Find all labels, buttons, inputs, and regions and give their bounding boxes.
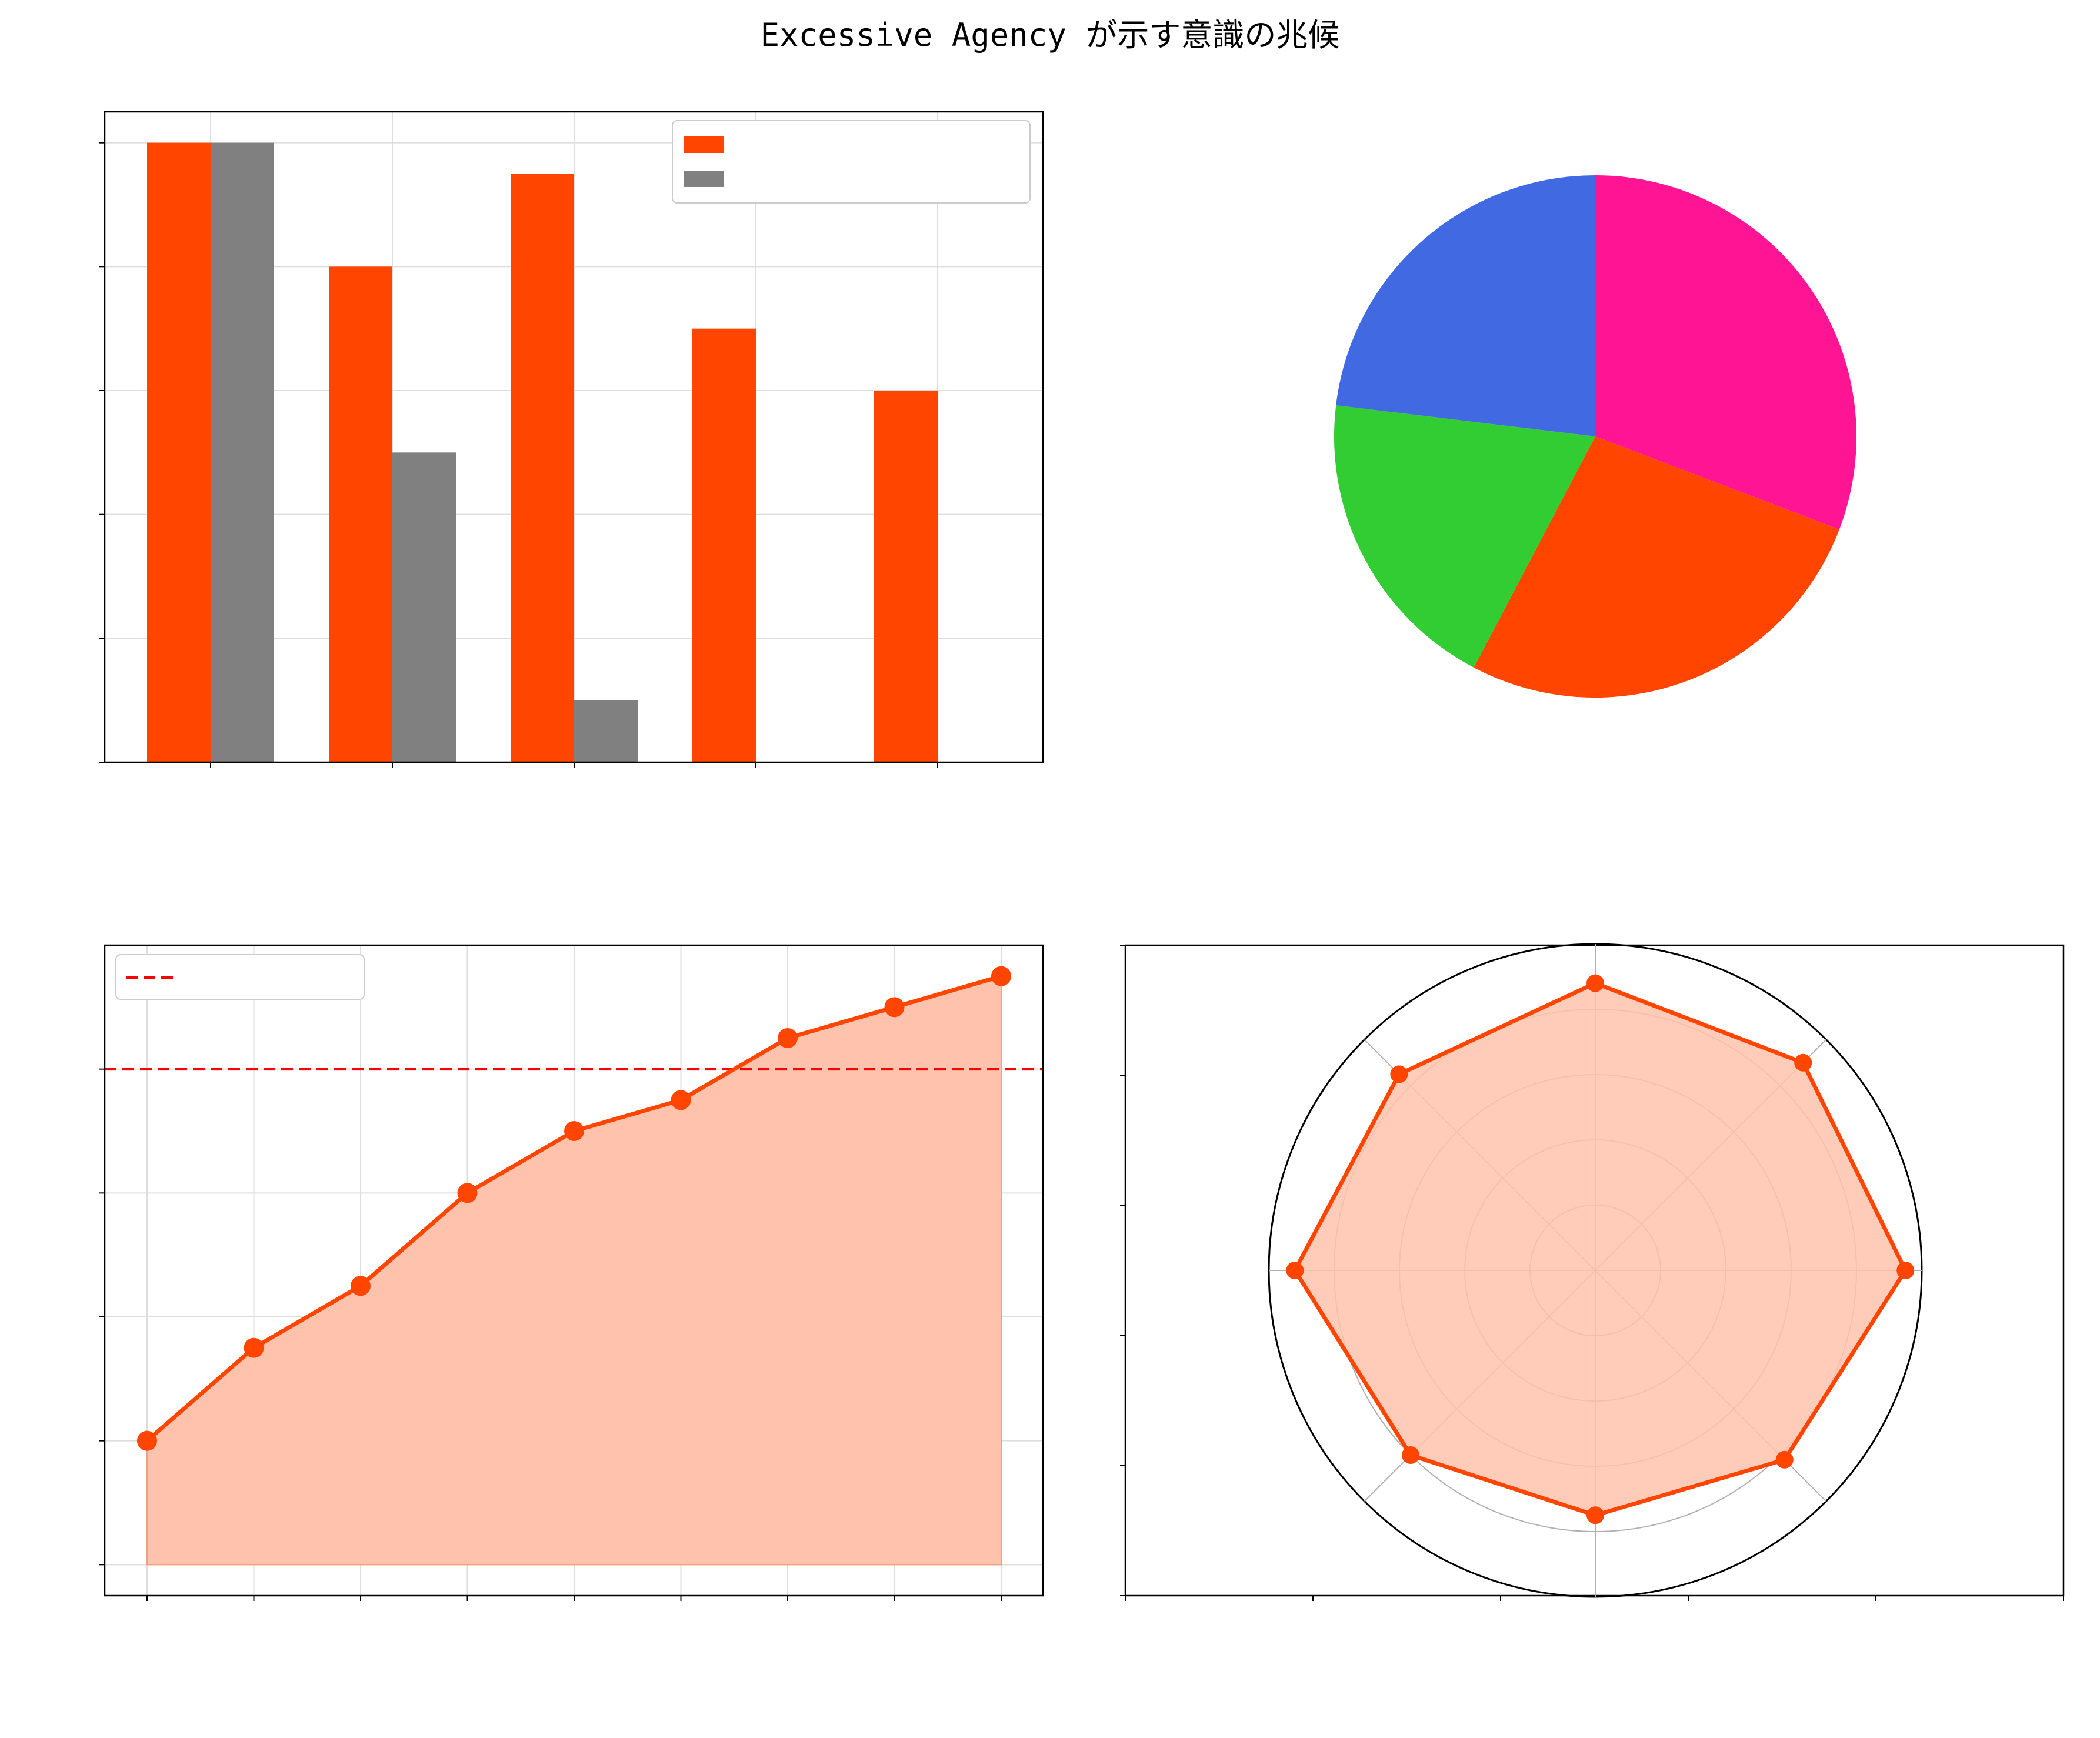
bar-tsubasa [511, 174, 574, 762]
bar-tsubasa [329, 266, 392, 762]
profile-point [1402, 1446, 1420, 1464]
score-point [457, 1183, 478, 1203]
profile-point [1586, 974, 1604, 992]
figure-title: Excessive Agency が示す意識の兆候 [761, 16, 1340, 54]
legend-frame [672, 120, 1031, 204]
profile-point [1775, 1450, 1794, 1469]
pie-slice [1595, 175, 1856, 530]
legend [672, 120, 1031, 204]
pie-chart-panel [1334, 175, 1856, 698]
score-point [671, 1090, 691, 1110]
plot-frame [1124, 944, 2065, 1597]
plot-frame [104, 944, 1044, 1597]
pie-slice [1334, 405, 1595, 668]
profile-point [1586, 1506, 1604, 1524]
score-point [351, 1276, 371, 1296]
bar-tsubasa [147, 142, 211, 763]
bar-chart-panel [99, 111, 1044, 768]
score-point [991, 966, 1011, 986]
bar-tsubasa [692, 328, 756, 762]
score-point [137, 1430, 157, 1451]
plot-frame [104, 111, 1044, 763]
legend-frame [115, 954, 365, 1000]
profile-point [1286, 1262, 1304, 1279]
legend [115, 954, 365, 1000]
radar-chart-panel [1120, 943, 2065, 1601]
bar-tsubasa [874, 391, 938, 762]
bar-normal-ai [574, 700, 638, 762]
legend-swatch [684, 136, 724, 153]
bar-normal-ai [392, 452, 456, 762]
line-chart-panel [99, 944, 1044, 1601]
score-point [884, 997, 905, 1018]
profile-area [1292, 980, 1908, 1517]
legend-swatch [684, 171, 724, 187]
score-point [564, 1121, 584, 1141]
profile-point [1896, 1262, 1915, 1279]
profile-point [1390, 1065, 1408, 1083]
bar-normal-ai [211, 142, 274, 763]
pie-slice [1336, 175, 1595, 436]
pie-slice [1474, 436, 1839, 698]
profile-point [1794, 1053, 1812, 1072]
score-point [244, 1337, 264, 1358]
score-point [778, 1028, 798, 1048]
